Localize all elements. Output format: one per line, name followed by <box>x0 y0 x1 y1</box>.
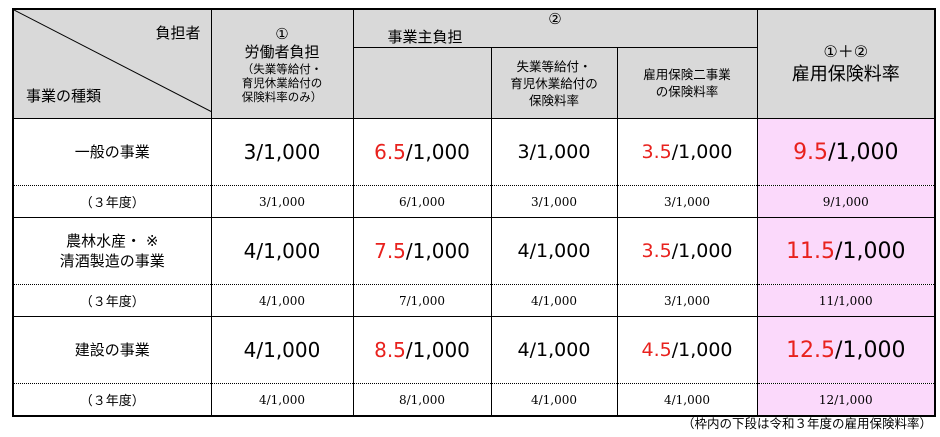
business-type-cell: 建設の事業 <box>12 316 212 384</box>
footnote: （枠内の下段は令和３年度の雇用保険料率） <box>681 416 932 431</box>
prev-two-projects-rate: 3/1,000 <box>616 284 758 317</box>
business-type-line: 清酒製造の事業 <box>59 252 165 270</box>
total-rate-cell: 12.5/1,000 <box>756 316 936 384</box>
employer-burden-title: 事業主負担 <box>387 28 463 46</box>
prev-total-rate: 11/1,000 <box>756 284 936 317</box>
business-type-line: 一般の事業 <box>74 143 150 161</box>
business-type-line: 農林水産・ ※ <box>66 232 159 250</box>
prev-year-row: （３年度） 4/1,000 7/1,000 4/1,000 3/1,000 11… <box>12 284 936 317</box>
two-projects-rate-red: 4.5 <box>641 339 672 361</box>
two-projects-rate-rest: /1,000 <box>671 339 733 361</box>
total-rate-cell: 9.5/1,000 <box>756 118 936 186</box>
benefit-subheader-line-2: 育児休業給付の <box>510 75 598 91</box>
employer-rate-cell: 8.5/1,000 <box>352 316 492 384</box>
employer-benefit-subheader: 失業等給付・ 育児休業給付の 保険料率 <box>490 47 618 119</box>
employer-rate-cell: 7.5/1,000 <box>352 217 492 285</box>
prev-two-projects-rate: 4/1,000 <box>616 383 758 417</box>
employer-two-projects-subheader: 雇用保険二事業 の保険料率 <box>616 47 758 119</box>
business-type-line: 建設の事業 <box>74 341 150 359</box>
total-rate-rest: /1,000 <box>835 337 906 363</box>
employer-rate-rest: /1,000 <box>405 338 470 362</box>
prev-employer-rate: 7/1,000 <box>352 284 492 317</box>
employer-rate-red: 7.5 <box>374 239 406 263</box>
corner-business-type-label: 事業の種類 <box>26 87 102 105</box>
prev-year-label: （３年度） <box>12 284 212 317</box>
table-row: 建設の事業 4/1,000 8.5/1,000 4/1,000 4.5/1,00… <box>12 316 936 384</box>
two-projects-rate-rest: /1,000 <box>671 141 733 163</box>
prev-worker-rate: 3/1,000 <box>210 185 354 218</box>
worker-rate-cell: 4/1,000 <box>210 316 354 384</box>
header-row-2: 失業等給付・ 育児休業給付の 保険料率 雇用保険二事業 の保険料率 <box>13 47 935 119</box>
prev-benefit-rate: 4/1,000 <box>490 383 618 417</box>
diagonal-divider <box>14 10 210 112</box>
prev-year-label: （３年度） <box>12 185 212 218</box>
prev-year-row: （３年度） 4/1,000 8/1,000 4/1,000 4/1,000 12… <box>12 383 936 417</box>
prev-two-projects-rate: 3/1,000 <box>616 185 758 218</box>
employer-rate-cell: 6.5/1,000 <box>352 118 492 186</box>
total-rate-red: 9.5 <box>793 139 829 165</box>
benefit-subheader-line-3: 保険料率 <box>528 92 579 108</box>
prev-benefit-rate: 4/1,000 <box>490 284 618 317</box>
two-projects-rate-red: 3.5 <box>641 141 672 163</box>
two-projects-rate-cell: 3.5/1,000 <box>616 118 758 186</box>
prev-employer-rate: 6/1,000 <box>352 185 492 218</box>
header-row-1: 負担者 事業の種類 ① 労働者負担 （失業等給付・ 育児休業給付の 保険料率のみ… <box>12 8 936 119</box>
business-type-cell: 一般の事業 <box>12 118 212 186</box>
employer-burden-num: ② <box>548 10 562 28</box>
total-rate-rest: /1,000 <box>828 139 899 165</box>
prev-year-label: （３年度） <box>12 383 212 417</box>
employer-rate-red: 6.5 <box>374 140 406 164</box>
employer-rate-rest: /1,000 <box>405 140 470 164</box>
employer-burden-header: ② 事業主負担 <box>352 8 758 48</box>
benefit-rate-cell: 4/1,000 <box>490 217 618 285</box>
benefit-subheader-line-1: 失業等給付・ <box>516 58 592 74</box>
worker-burden-note-2: 育児休業給付の <box>241 75 323 90</box>
business-type-cell: 農林水産・ ※ 清酒製造の事業 <box>12 217 212 285</box>
total-rate-red: 12.5 <box>786 337 836 363</box>
total-rate-cell: 11.5/1,000 <box>756 217 936 285</box>
two-projects-rate-red: 3.5 <box>641 240 672 262</box>
employer-total-subheader <box>352 47 492 119</box>
two-projects-rate-cell: 4.5/1,000 <box>616 316 758 384</box>
prev-worker-rate: 4/1,000 <box>210 284 354 317</box>
corner-header: 負担者 事業の種類 <box>12 8 212 119</box>
employer-rate-rest: /1,000 <box>405 239 470 263</box>
worker-burden-note-3: 保険料率のみ） <box>241 89 323 104</box>
two-projects-subheader-line-1: 雇用保険二事業 <box>643 67 731 82</box>
insurance-rate-table: 負担者 事業の種類 ① 労働者負担 （失業等給付・ 育児休業給付の 保険料率のみ… <box>12 8 937 417</box>
worker-burden-num: ① <box>275 24 289 43</box>
worker-burden-note-1: （失業等給付・ <box>241 61 323 76</box>
benefit-rate-cell: 4/1,000 <box>490 316 618 384</box>
prev-employer-rate: 8/1,000 <box>352 383 492 417</box>
total-rate-num: ①＋② <box>823 42 869 61</box>
two-projects-rate-rest: /1,000 <box>671 240 733 262</box>
total-rate-red: 11.5 <box>786 238 836 264</box>
worker-rate-cell: 4/1,000 <box>210 217 354 285</box>
prev-benefit-rate: 3/1,000 <box>490 185 618 218</box>
total-rate-title: 雇用保険料率 <box>791 64 900 85</box>
employer-rate-red: 8.5 <box>374 338 406 362</box>
prev-year-row: （３年度） 3/1,000 6/1,000 3/1,000 3/1,000 9/… <box>12 185 936 218</box>
worker-burden-title: 労働者負担 <box>244 42 320 61</box>
total-rate-header: ①＋② 雇用保険料率 <box>756 8 936 119</box>
two-projects-subheader-line-2: の保険料率 <box>655 84 719 99</box>
prev-total-rate: 12/1,000 <box>756 383 936 417</box>
prev-total-rate: 9/1,000 <box>756 185 936 218</box>
prev-worker-rate: 4/1,000 <box>210 383 354 417</box>
total-rate-rest: /1,000 <box>835 238 906 264</box>
benefit-rate-cell: 3/1,000 <box>490 118 618 186</box>
table-row: 農林水産・ ※ 清酒製造の事業 4/1,000 7.5/1,000 4/1,00… <box>12 217 936 285</box>
table-row: 一般の事業 3/1,000 6.5/1,000 3/1,000 3.5/1,00… <box>12 118 936 186</box>
corner-burden-label: 負担者 <box>155 24 201 42</box>
worker-rate-cell: 3/1,000 <box>210 118 354 186</box>
two-projects-rate-cell: 3.5/1,000 <box>616 217 758 285</box>
worker-burden-header: ① 労働者負担 （失業等給付・ 育児休業給付の 保険料率のみ） <box>210 8 354 119</box>
